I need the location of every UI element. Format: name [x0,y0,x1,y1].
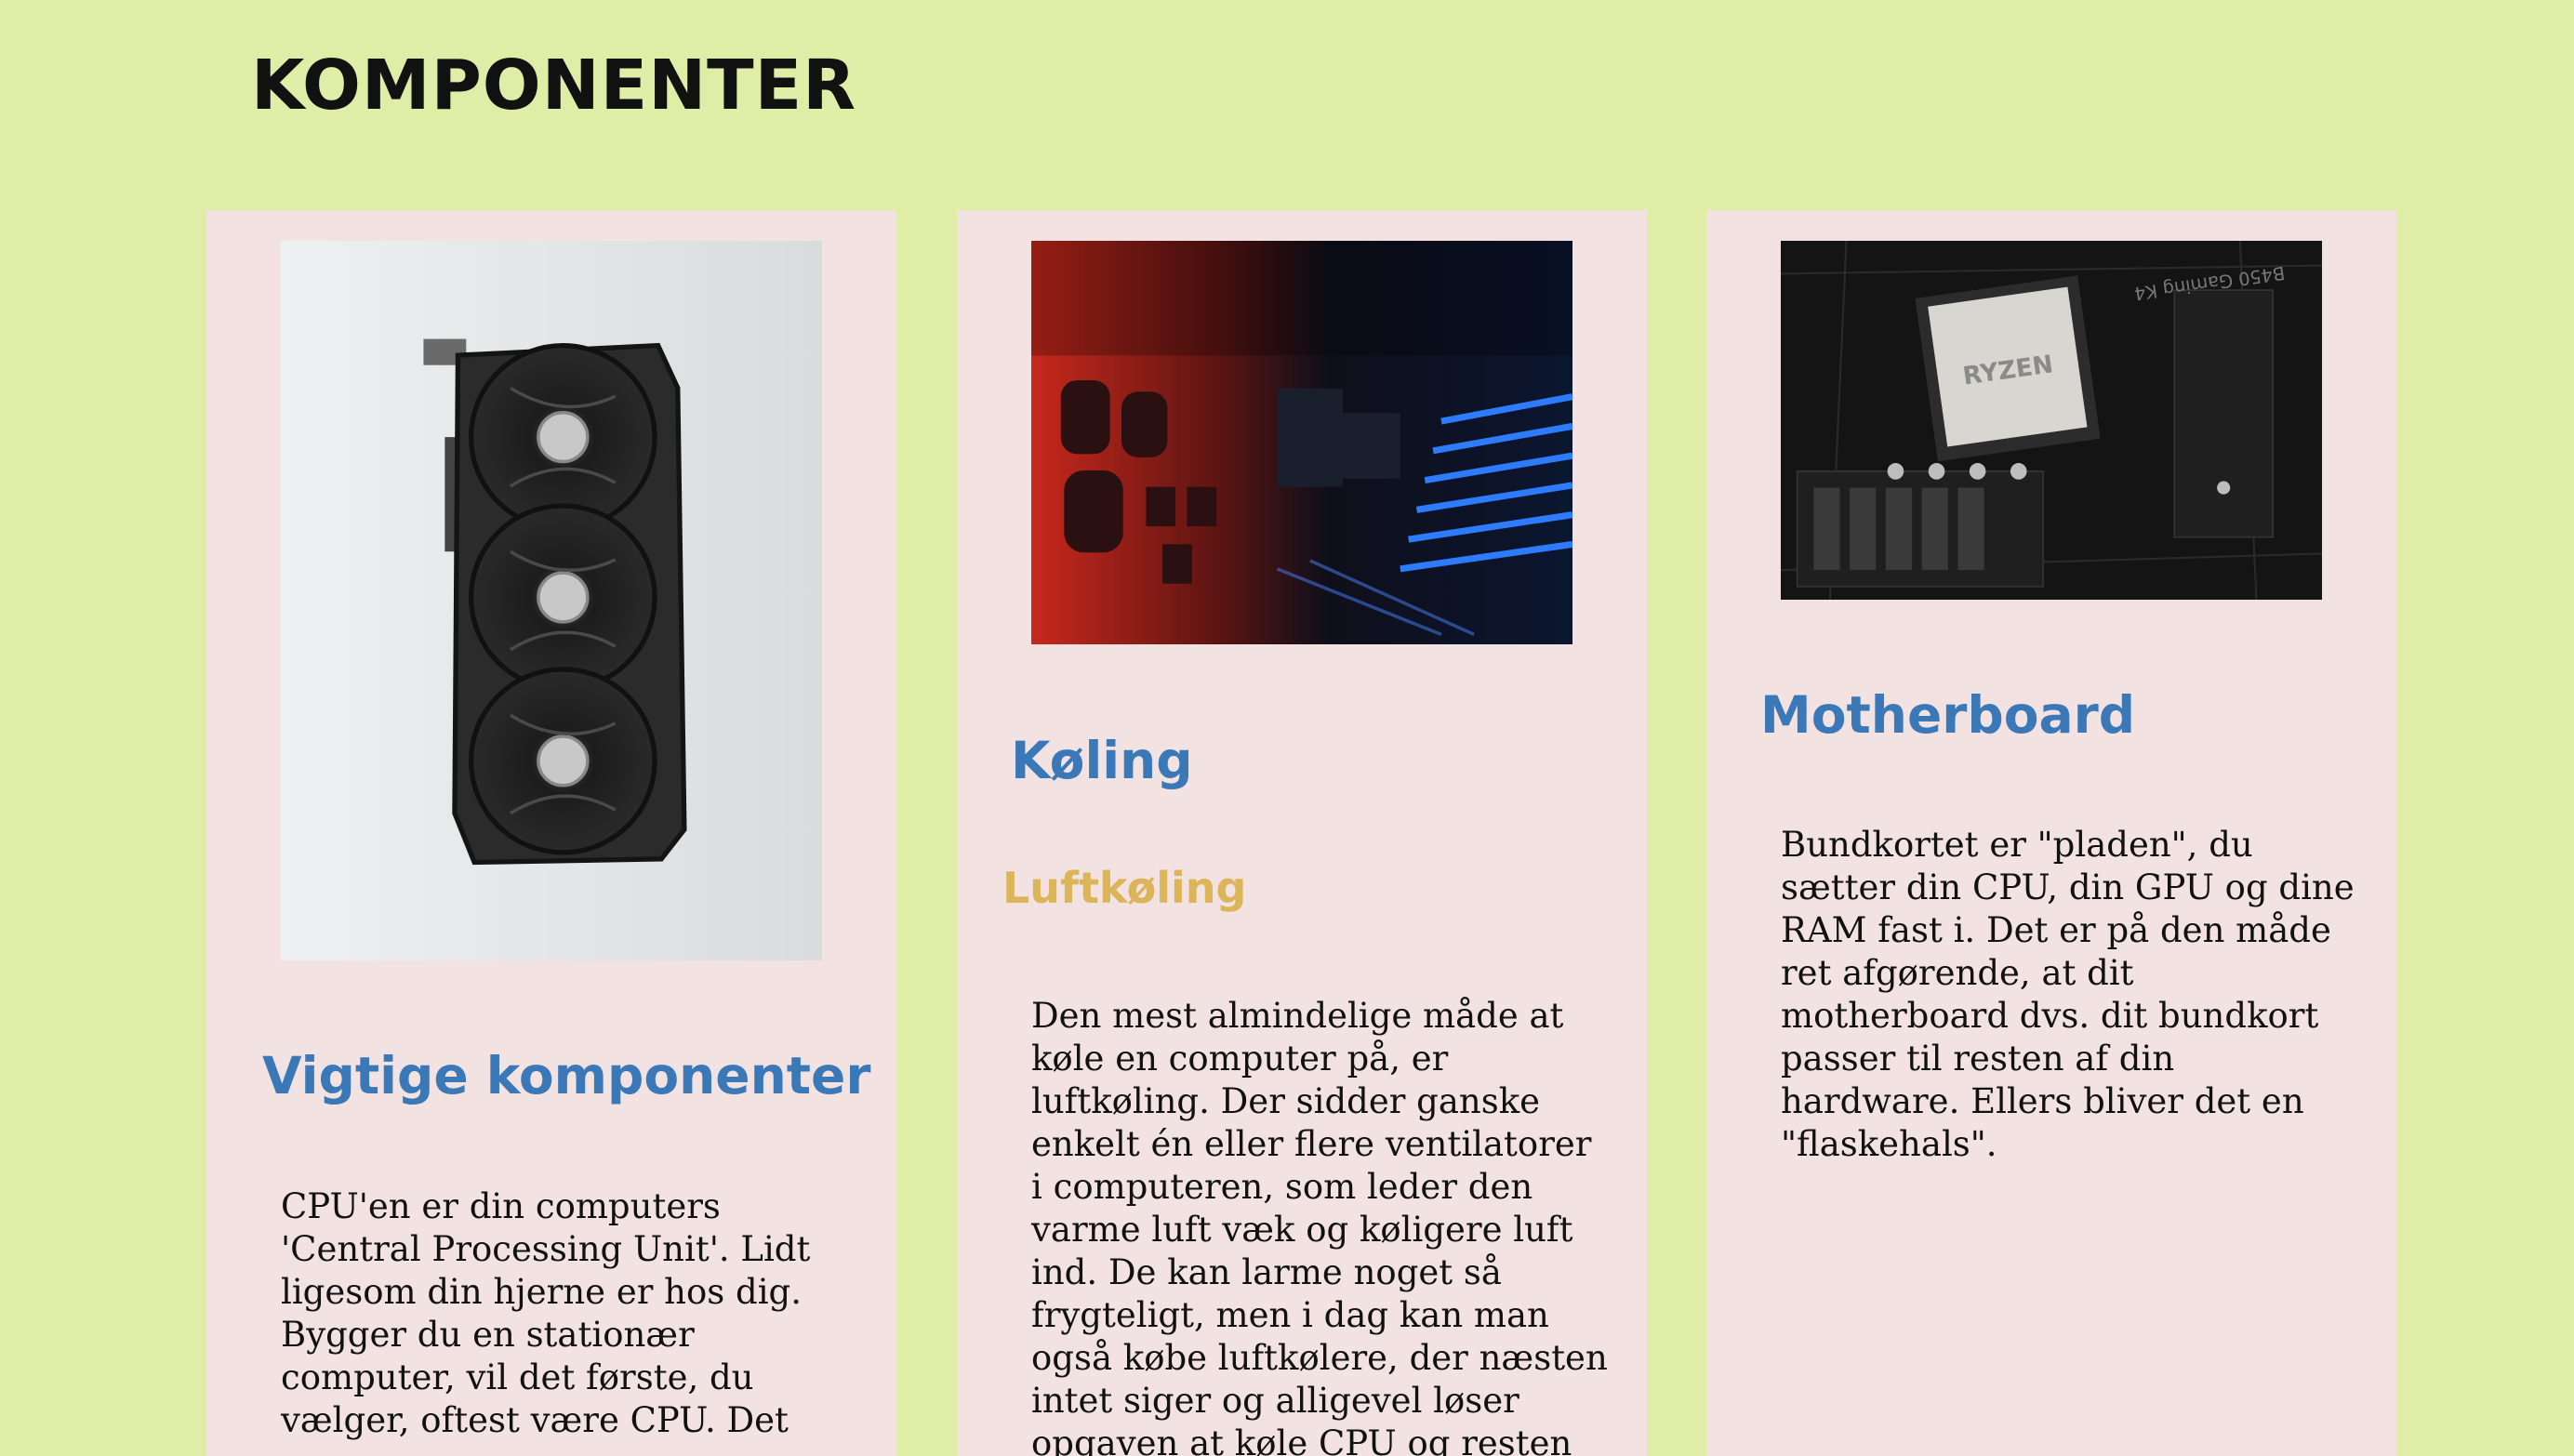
motherboard-image: RYZEN B450 Gaming K4 [1781,241,2322,600]
graphics-card-image [281,241,822,960]
card-text: Bundkortet er "pladen", du sætter din CP… [1781,825,2355,1164]
card-heading: Køling [1011,731,1193,790]
circuit-board-image [1031,241,1572,644]
component-card-gpu: Vigtige komponenter CPU'en er din comput… [206,210,896,1456]
component-card-motherboard: RYZEN B450 Gaming K4 Motherboard Bundkor… [1706,210,2396,1456]
card-text: Den mest almindelige måde at køle en com… [1031,996,1608,1456]
card-subheading: Luftkøling [1002,863,1247,913]
component-card-cooling: Køling Luftkøling Den mest almindelige m… [957,210,1647,1456]
card-text: CPU'en er din computers 'Central Process… [281,1186,811,1440]
card-heading: Vigtige komponenter [262,1046,871,1105]
card-heading: Motherboard [1760,685,2136,745]
page-title: KOMPONENTER [251,46,857,126]
